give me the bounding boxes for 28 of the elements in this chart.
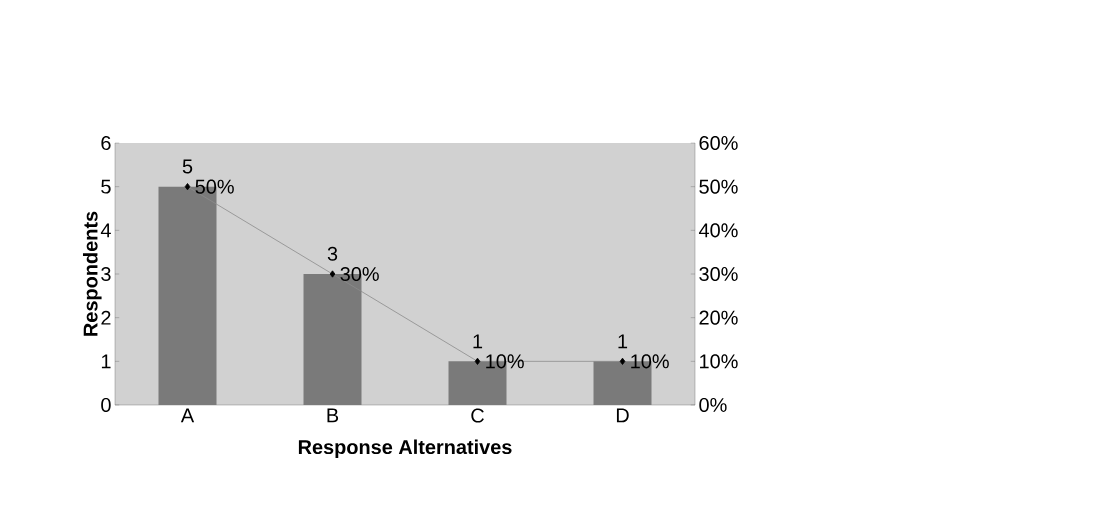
y2-tick-label: 20% [699,310,738,325]
y2-tick-label: 30% [699,266,738,282]
y2-tick-label: 0% [699,397,727,413]
data-label: 1 [473,334,483,349]
y-tick-label: 2 [101,310,111,325]
x-tick-label: B [327,408,339,423]
x-tick-label: C [471,408,484,423]
data-label: 50% [195,179,234,194]
y-tick-label: 1 [101,354,111,369]
y2-tick-label: 50% [699,179,738,194]
y2-tick-label: 40% [698,223,738,238]
data-label: 3 [327,246,338,261]
y-tick-label: 0 [101,397,111,413]
y-tick-label: 4 [100,223,111,238]
data-label: 10% [486,354,524,369]
y-axis-title: Respondents [82,211,102,336]
x-tick-label: D [616,408,629,423]
y-tick-label: 3 [101,266,111,282]
data-label: 1 [618,334,628,349]
y2-tick-label: 60% [699,135,738,151]
data-label: 30% [340,266,379,282]
data-label: 10% [631,354,669,369]
x-axis-title: Response Alternatives [298,439,512,459]
x-tick-label: A [180,408,195,423]
y2-tick-label: 10% [700,354,738,369]
y-tick-label: 6 [101,135,111,151]
data-label: 5 [182,159,193,174]
y-tick-label: 5 [101,179,111,194]
